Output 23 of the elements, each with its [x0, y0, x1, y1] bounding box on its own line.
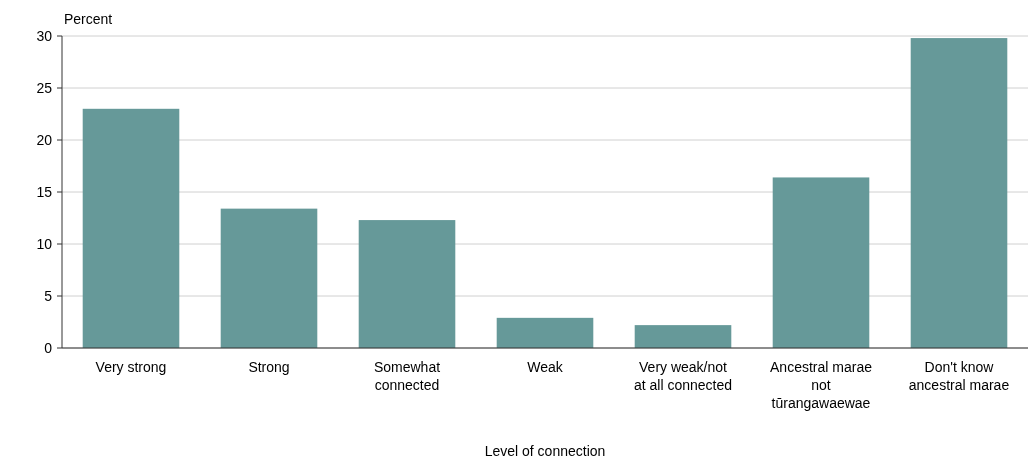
bar [910, 38, 1008, 348]
x-tick-label: Weak [527, 359, 564, 375]
x-axis-title: Level of connection [484, 443, 606, 459]
bar [496, 317, 594, 348]
y-tick-label: 15 [36, 183, 53, 200]
bar [358, 220, 456, 348]
y-tick-label: 5 [44, 287, 53, 304]
y-axis-title: Percent [64, 11, 113, 27]
y-tick-label: 20 [36, 131, 53, 148]
bar [634, 325, 732, 348]
y-tick-label: 10 [36, 235, 53, 252]
y-tick-label: 25 [36, 79, 53, 96]
x-tick-label: Very weak/not at all connected [633, 359, 733, 393]
x-tick-label: Don't know ancestral marae [908, 359, 1010, 393]
bar [772, 177, 870, 348]
bar [220, 208, 318, 348]
bar [82, 108, 180, 348]
x-tick-label: Somewhat connected [373, 359, 441, 393]
y-tick-label: 0 [44, 339, 53, 356]
x-tick-label: Very strong [95, 359, 167, 375]
y-tick-label: 30 [36, 27, 53, 44]
x-tick-label: Strong [248, 359, 290, 375]
x-tick-label: Ancestral marae not tūrangawaewae [770, 359, 873, 411]
